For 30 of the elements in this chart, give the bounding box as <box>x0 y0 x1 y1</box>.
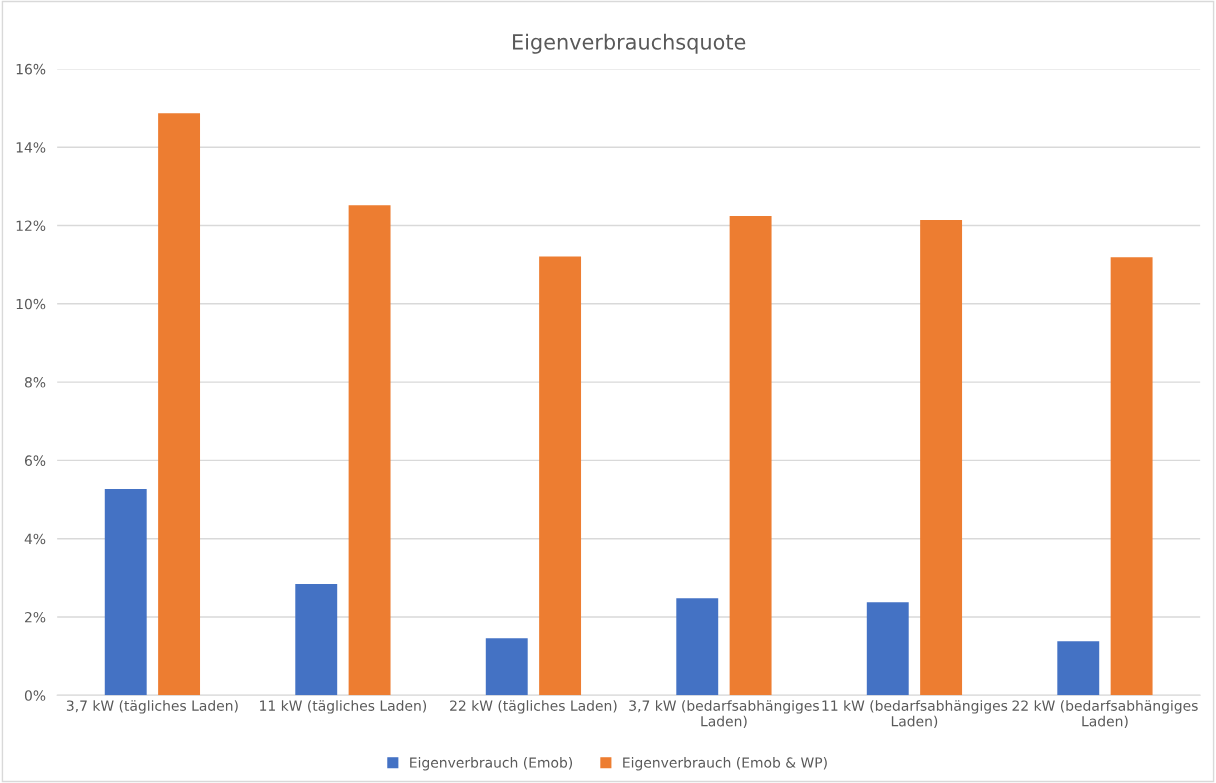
y-tick-label: 0% <box>24 690 46 701</box>
bar <box>104 488 147 696</box>
y-tick-label: 8% <box>24 377 46 388</box>
x-tick-label: 22 kW (bedarfsabhängiges Laden) <box>1012 700 1198 729</box>
bar <box>1110 257 1153 696</box>
x-tick-label: 22 kW (tägliches Laden) <box>450 700 617 714</box>
y-tick-label: 6% <box>24 455 46 466</box>
bar <box>866 602 909 696</box>
bar <box>348 205 391 696</box>
x-tick-label: 11 kW (tägliches Laden) <box>260 700 427 714</box>
y-tick-label: 16% <box>16 63 46 75</box>
y-tick-label: 12% <box>16 220 46 231</box>
bar <box>729 216 772 696</box>
bar <box>485 638 528 696</box>
y-tick-label: 2% <box>25 611 46 623</box>
y-tick-label: 4% <box>24 533 46 545</box>
y-tick-label: 14% <box>16 142 46 153</box>
bar <box>676 598 719 696</box>
bar <box>539 256 582 696</box>
x-tick-label: 3,7 kW (tägliches Laden) <box>66 700 238 714</box>
legend-label: Eigenverbrauch (Emob) <box>410 757 573 771</box>
x-tick-label: 11 kW (bedarfsabhängiges Laden) <box>822 700 1008 729</box>
bar <box>1057 641 1100 696</box>
bar <box>295 584 338 696</box>
bar <box>158 113 201 696</box>
chart-title: Eigenverbrauchsquote <box>513 33 746 54</box>
y-tick-label: 10% <box>16 298 46 310</box>
legend-label: Eigenverbrauch (Emob & WP) <box>623 757 827 771</box>
x-tick-label: 3,7 kW (bedarfsabhängiges Laden) <box>629 700 819 729</box>
bar <box>920 220 963 696</box>
